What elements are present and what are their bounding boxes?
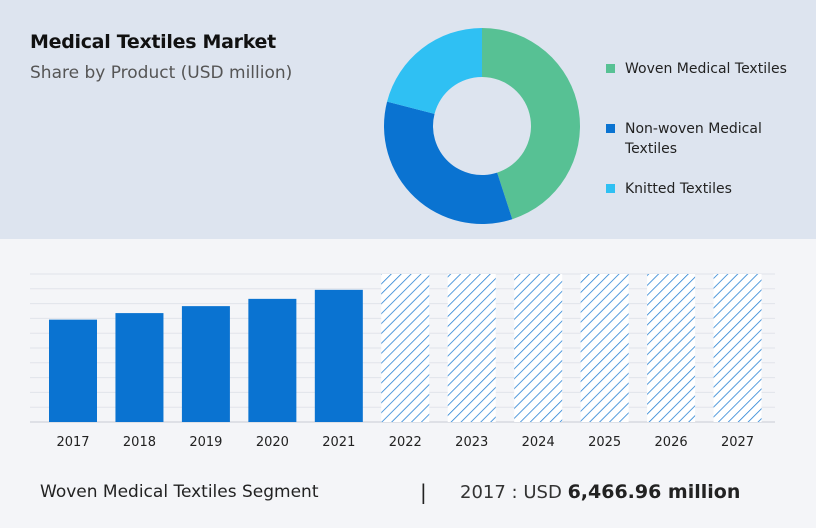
- x-tick-label: 2021: [322, 435, 355, 450]
- legend-item-non-woven: Non-woven Medical Textiles: [606, 119, 775, 159]
- donut-slice-non-woven: [384, 101, 513, 224]
- x-tick-label: 2025: [588, 435, 621, 450]
- legend-item-knitted: Knitted Textiles: [606, 179, 795, 199]
- x-tick-label: 2023: [455, 435, 488, 450]
- footer-divider: |: [420, 480, 427, 504]
- x-tick-label: 2020: [256, 435, 289, 450]
- x-tick-label: 2027: [721, 435, 754, 450]
- page-title: Medical Textiles Market: [30, 31, 276, 53]
- bar-2017: [49, 319, 97, 422]
- x-tick-label: 2022: [389, 435, 422, 450]
- bar-2025: [580, 274, 629, 422]
- legend-swatch-non-woven: [606, 124, 615, 133]
- donut-slice-woven: [482, 28, 580, 220]
- x-tick-label: 2024: [522, 435, 555, 450]
- bar-2021: [314, 289, 363, 422]
- segment-label: Woven Medical Textiles Segment: [40, 482, 319, 502]
- bar-2027: [713, 274, 762, 422]
- x-tick-label: 2018: [123, 435, 156, 450]
- donut-chart: [384, 28, 580, 224]
- donut-slice-knitted: [387, 28, 482, 114]
- bar-2026: [647, 274, 696, 422]
- bar-2020: [248, 298, 297, 422]
- segment-amount: 6,466.96 million: [567, 481, 741, 503]
- legend-label-woven: Woven Medical Textiles: [625, 61, 787, 77]
- legend-label-knitted: Knitted Textiles: [625, 181, 732, 197]
- x-tick-label: 2019: [189, 435, 222, 450]
- legend-item-woven: Woven Medical Textiles: [606, 59, 795, 79]
- page-subtitle: Share by Product (USD million): [30, 63, 293, 83]
- x-tick-label: 2017: [56, 435, 89, 450]
- segment-year: 2017: [460, 482, 506, 503]
- bar-2022: [381, 274, 430, 422]
- legend-label-non-woven: Non-woven Medical Textiles: [625, 121, 762, 157]
- x-tick-label: 2026: [655, 435, 688, 450]
- segment-value: 2017 : USD 6,466.96 million: [460, 481, 740, 503]
- bar-chart: 2017 2018 2019 2020 2021 2022 2023 2024 2025 2026…: [30, 273, 775, 450]
- segment-currency: USD: [523, 482, 562, 503]
- legend-swatch-knitted: [606, 184, 615, 193]
- segment-sep: :: [511, 482, 518, 503]
- bar-2018: [115, 313, 164, 422]
- legend-swatch-woven: [606, 64, 615, 73]
- bar-2019: [181, 306, 230, 422]
- bar-2023: [447, 274, 496, 422]
- bar-2024: [514, 274, 563, 422]
